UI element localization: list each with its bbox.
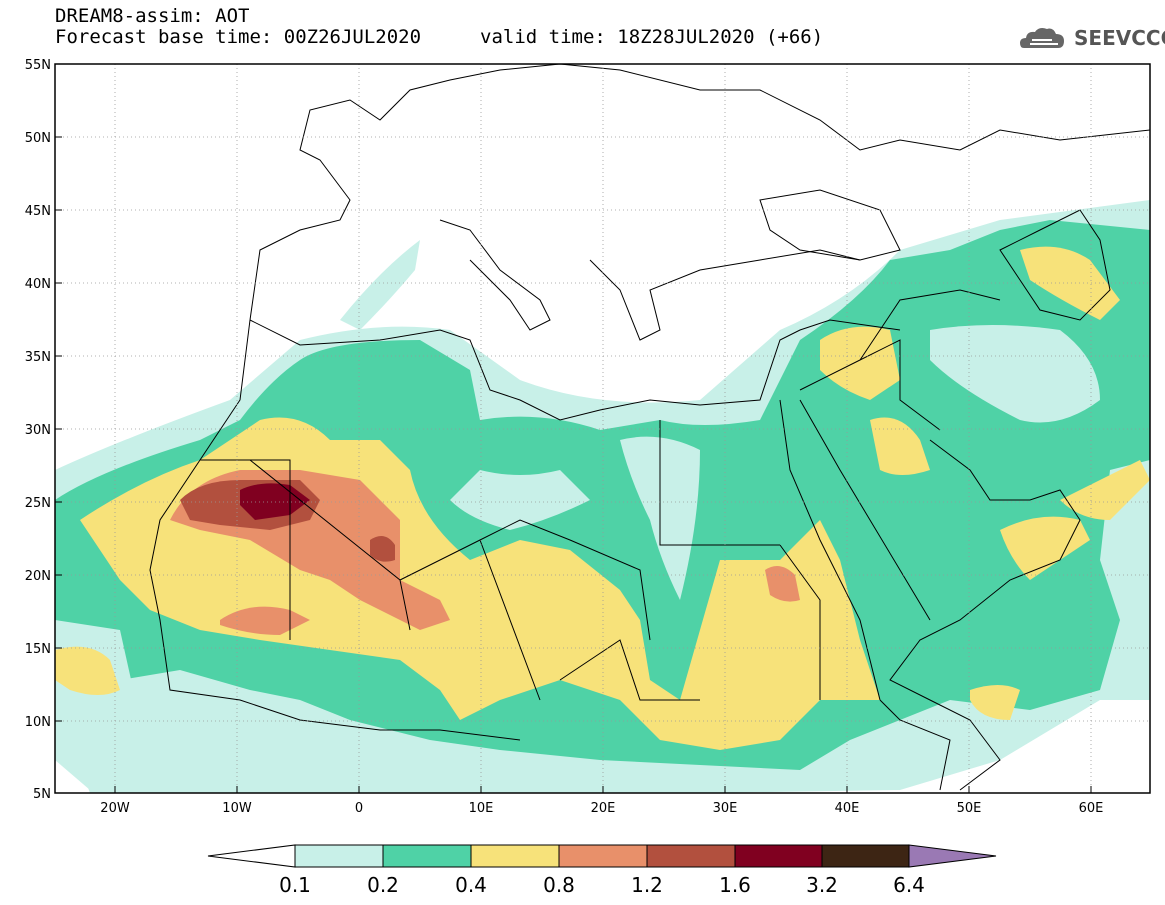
colorbar-swatch-4 <box>558 844 648 868</box>
colorbar-swatch-1 <box>294 844 384 868</box>
coastlines <box>149 64 1150 791</box>
coastline-caspian <box>999 209 1111 321</box>
aot-region-0.8-mali <box>220 606 310 635</box>
colorbar-swatch-6 <box>734 844 823 868</box>
colorbar-high-arrow <box>908 844 997 868</box>
colorbar-label-1.2: 1.2 <box>631 873 663 897</box>
title: DREAM8-assim: AOT <box>55 5 250 27</box>
aot-region-0.4-arabiansea <box>1060 460 1150 520</box>
colorbar-swatch-5 <box>646 844 736 868</box>
colorbar <box>207 844 997 868</box>
coastline-arabia <box>889 439 1081 791</box>
coastline-italy <box>439 219 551 331</box>
map-header: DREAM8-assim: AOT Forecast base time: 00… <box>55 6 421 48</box>
lon-label-0: 0 <box>355 801 363 816</box>
lon-label-30e: 30E <box>713 801 738 816</box>
lon-label-50e: 50E <box>957 801 982 816</box>
aot-region-1.2-algeria <box>370 536 395 562</box>
lon-labels: 20W 10W 0 10E 20E 30E 40E 50E 60E <box>100 801 1103 816</box>
coastline-mediterranean <box>249 319 901 421</box>
colorbar-label-1.6: 1.6 <box>719 873 751 897</box>
cloud-logo-icon <box>1020 28 1064 48</box>
lon-label-40e: 40E <box>835 801 860 816</box>
colorbar-labels: 0.1 0.2 0.4 0.8 1.2 1.6 3.2 6.4 <box>279 873 925 897</box>
aot-region-0.4-oman <box>1000 516 1090 580</box>
lat-label-40n: 40N <box>25 277 51 292</box>
colorbar-swatch-7 <box>821 844 910 868</box>
lat-label-30n: 30N <box>25 423 51 438</box>
coastline-redsea <box>779 399 931 701</box>
aot-region-0.4-arabia <box>870 417 930 475</box>
aot-region-0.1-libya <box>450 470 590 530</box>
forecast-base-time: Forecast base time: 00Z26JUL2020 <box>55 26 422 48</box>
logo-text: SEEVCCC <box>1074 26 1165 50</box>
border-sahara <box>200 420 821 701</box>
colorbar-label-0.4: 0.4 <box>455 873 487 897</box>
lat-labels: 55N 50N 45N 40N 35N 30N 25N 20N 15N 10N … <box>25 58 51 802</box>
aot-contours <box>55 200 1150 793</box>
colorbar-label-3.2: 3.2 <box>806 873 838 897</box>
colorbar-swatch-3 <box>470 844 560 868</box>
lat-label-5n: 5N <box>33 787 51 802</box>
aot-region-0.4-iraq <box>820 326 900 400</box>
lat-label-50n: 50N <box>25 131 51 146</box>
colorbar-label-6.4: 6.4 <box>893 873 925 897</box>
lon-label-20w: 20W <box>100 801 130 816</box>
lat-label-55n: 55N <box>25 58 51 73</box>
lat-label-25n: 25N <box>25 496 51 511</box>
aot-region-0.4-caspian <box>1020 246 1120 320</box>
colorbar-label-0.2: 0.2 <box>367 873 399 897</box>
coastline-blacksea <box>759 189 901 261</box>
lon-label-10w: 10W <box>222 801 252 816</box>
coastline-hornafrica <box>879 699 951 791</box>
aot-region-0.4-atlantic <box>55 646 120 695</box>
colorbar-low-arrow <box>207 844 296 868</box>
coastline-westafrica <box>149 319 521 741</box>
lon-label-10e: 10E <box>469 801 494 816</box>
colorbar-label-0.1: 0.1 <box>279 873 311 897</box>
aot-region-0.1-iran <box>930 325 1100 423</box>
lon-label-60e: 60E <box>1079 801 1104 816</box>
tick-marks <box>55 63 1092 794</box>
lat-label-20n: 20N <box>25 569 51 584</box>
colorbar-label-0.8: 0.8 <box>543 873 575 897</box>
coastline-greece <box>589 249 861 341</box>
lat-label-10n: 10N <box>25 715 51 730</box>
aot-region-0.1-atlantic <box>340 240 420 330</box>
coastline-europe <box>249 64 1150 321</box>
colorbar-swatch-2 <box>382 844 472 868</box>
aot-region-0.4-yemen <box>970 685 1020 720</box>
lat-label-15n: 15N <box>25 642 51 657</box>
border-mideast <box>799 289 1001 431</box>
lon-label-20e: 20E <box>591 801 616 816</box>
lat-label-45n: 45N <box>25 204 51 219</box>
valid-time: valid time: 18Z28JUL2020 (+66) <box>480 26 824 48</box>
lat-label-35n: 35N <box>25 350 51 365</box>
grid-lines <box>55 64 1150 793</box>
